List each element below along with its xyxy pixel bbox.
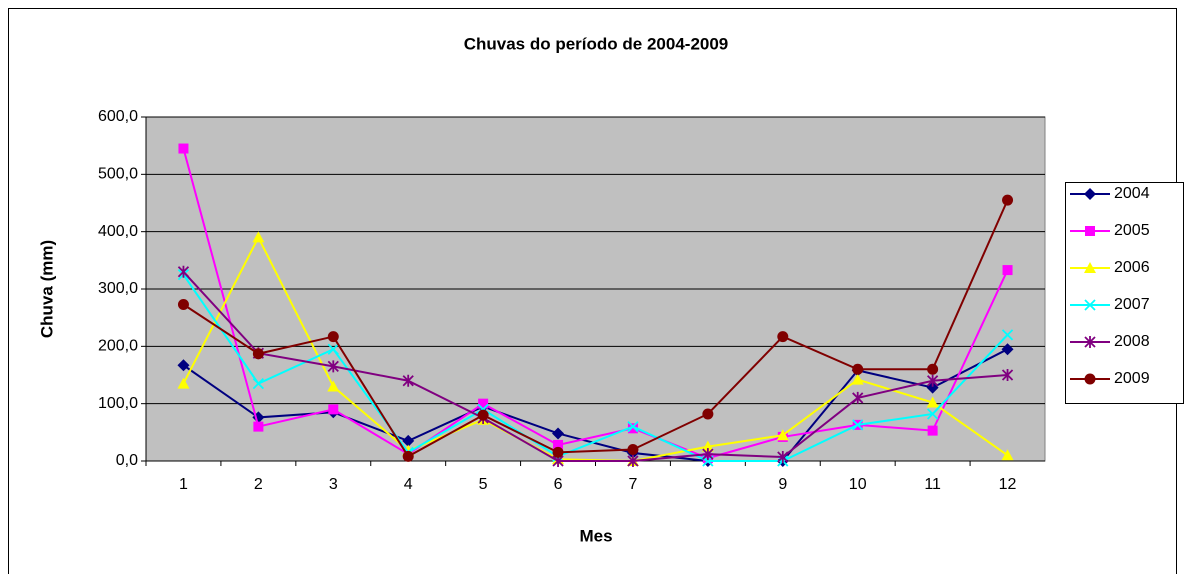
data-point [552,427,565,440]
data-point [627,420,639,433]
data-point [776,429,789,441]
data-point [701,440,714,452]
data-point [327,360,339,373]
legend-marker [1084,188,1096,200]
y-tick-label: 600,0 [98,108,138,125]
x-tick-label: 5 [479,476,488,493]
data-point [177,359,190,372]
y-axis-title: Chuva (mm) [37,240,56,338]
x-tick-label: 9 [778,476,787,493]
chart-title: Chuvas do período de 2004-2009 [464,34,729,53]
x-axis-title: Mes [579,526,612,545]
data-point [852,363,864,375]
x-tick-label: 3 [329,476,338,493]
data-point [1001,449,1014,461]
series-line [182,274,1009,462]
x-tick-label: 11 [924,476,941,493]
x-tick-label: 4 [404,476,413,493]
y-tick-label: 100,0 [98,395,138,412]
data-point [702,448,714,461]
x-tick-label: 8 [703,476,712,493]
legend-label: 2005 [1114,222,1150,239]
data-point [702,408,714,420]
data-point [852,391,864,404]
legend-label: 2009 [1114,370,1150,387]
legend-marker [1084,373,1096,385]
data-point [926,396,939,408]
data-point [328,404,339,415]
legend-label: 2008 [1114,333,1150,350]
data-point [327,380,340,392]
data-point [177,377,190,389]
data-point [927,363,939,375]
legend-marker [1084,299,1096,311]
data-point [178,143,189,154]
y-tick-label: 300,0 [98,280,138,297]
x-tick-label: 10 [849,476,867,493]
data-point [627,444,639,456]
x-tick-label: 12 [999,476,1017,493]
x-tick-label: 6 [554,476,563,493]
data-point [926,374,939,387]
data-point [327,343,339,355]
x-tick-label: 2 [254,476,263,493]
data-point [252,377,265,390]
legend-marker [1084,336,1096,348]
series-line [182,271,1008,462]
legend-marker [1084,262,1096,273]
data-point [177,298,189,310]
data-point [852,419,864,431]
legend-label: 2006 [1114,259,1150,276]
data-point [402,434,415,447]
data-point [327,331,339,343]
x-tick-label: 1 [179,476,188,493]
data-point [926,408,939,420]
data-point [1002,265,1013,276]
data-point [627,455,639,467]
data-point [252,348,264,360]
y-tick-label: 200,0 [98,338,138,355]
data-point [253,421,264,432]
data-point [1002,194,1014,206]
data-point [552,446,564,458]
data-point [478,398,489,409]
legend-label: 2007 [1114,296,1150,313]
data-point [927,425,938,436]
data-point [177,265,190,278]
legend [1065,182,1184,404]
data-point [1001,329,1014,341]
series-line [182,199,1009,458]
data-point [402,374,414,387]
y-tick-label: 500,0 [98,166,138,183]
y-tick-label: 400,0 [98,223,138,240]
data-point [402,450,414,462]
series-line [182,148,1009,460]
data-point [777,331,789,343]
data-point [252,231,265,243]
data-point [1001,343,1014,356]
data-point [553,439,564,450]
y-tick-label: 0,0 [116,452,138,469]
data-point [1001,369,1014,381]
legend-label: 2004 [1114,185,1150,202]
data-point [851,373,864,385]
data-point [627,423,638,434]
data-point [777,450,789,463]
legend-marker [1085,226,1095,236]
x-tick-label: 7 [629,476,638,493]
data-point [477,409,489,421]
